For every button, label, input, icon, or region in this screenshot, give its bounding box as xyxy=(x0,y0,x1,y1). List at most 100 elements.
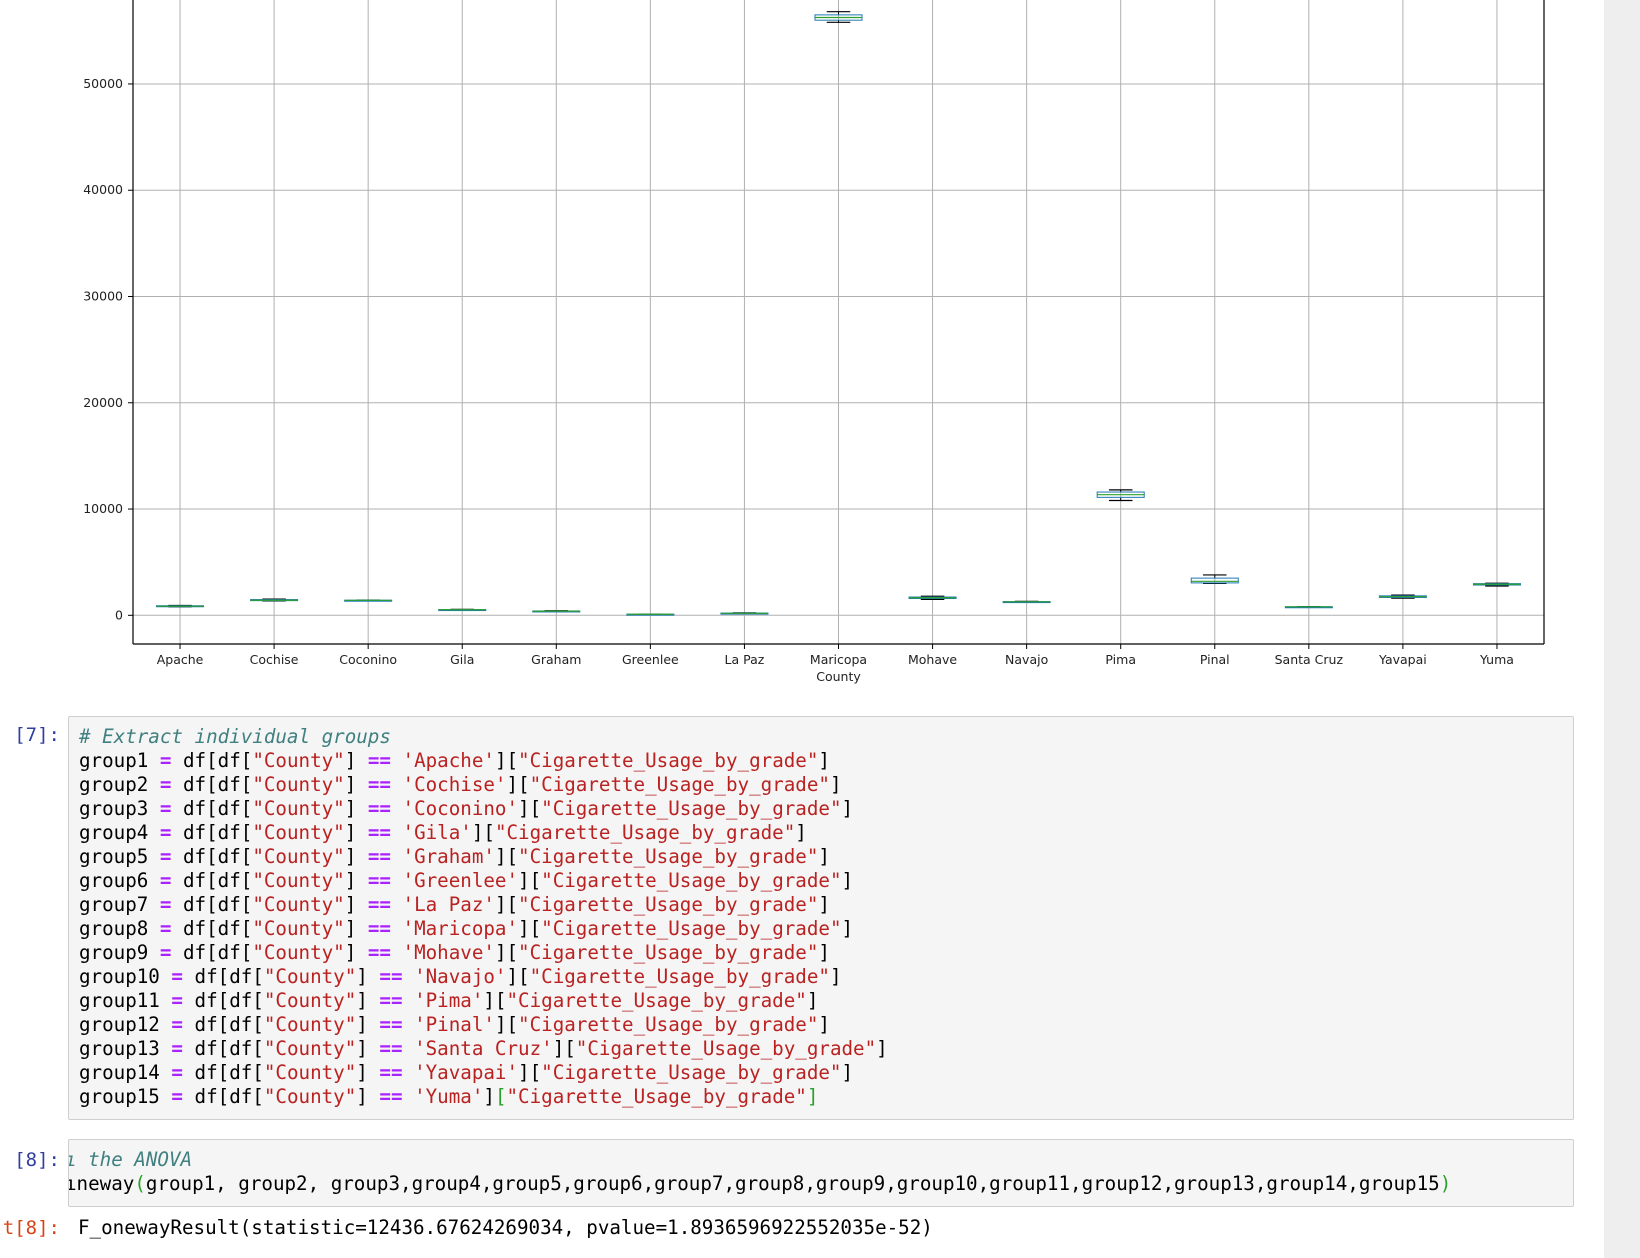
box-6 xyxy=(720,612,769,615)
code-token: ] xyxy=(818,941,830,964)
code-token: ] xyxy=(356,965,380,988)
code-token: ] xyxy=(356,1013,380,1036)
cell7-line: group12 = df[df["County"] == 'Pinal']["C… xyxy=(79,1013,888,1037)
code-token: df[df[ xyxy=(171,773,253,796)
code-token: ][ xyxy=(506,965,530,988)
code-token: "Cigarette_Usage_by_grade" xyxy=(506,989,807,1012)
box-7 xyxy=(814,11,863,23)
code-token: group9 xyxy=(79,941,160,964)
x-tick-label: Greenlee xyxy=(622,652,679,667)
box-4 xyxy=(532,610,581,613)
cell7-line: group8 = df[df["County"] == 'Maricopa'][… xyxy=(79,917,888,941)
code-token: "County" xyxy=(252,941,345,964)
cell7-line: group9 = df[df["County"] == 'Mohave']["C… xyxy=(79,941,888,965)
cell7-line: group11 = df[df["County"] == 'Pima']["Ci… xyxy=(79,989,888,1013)
y-tick-label: 20000 xyxy=(83,395,123,410)
code-token: group6 xyxy=(79,869,160,892)
cell8-line: ı the ANOVA xyxy=(69,1148,1451,1172)
box-5 xyxy=(626,613,675,616)
x-tick-label: Yavapai xyxy=(1378,652,1427,667)
code-token: ][ xyxy=(494,1013,519,1036)
code-token: ] xyxy=(876,1037,888,1060)
cell7-line: group7 = df[df["County"] == 'La Paz']["C… xyxy=(79,893,888,917)
scrollbar-track[interactable] xyxy=(1604,0,1640,1258)
code-token: = xyxy=(171,1085,183,1108)
code-token: ) xyxy=(1439,1172,1452,1195)
code-token: df[df[ xyxy=(171,749,253,772)
x-tick-label: La Paz xyxy=(725,652,765,667)
code-token: ] xyxy=(344,749,368,772)
code-token: df[df[ xyxy=(182,1013,264,1036)
code-token: = xyxy=(159,797,172,820)
cell7-line: group15 = df[df["County"] == 'Yuma']["Ci… xyxy=(79,1085,888,1109)
code-token: == xyxy=(379,1013,403,1036)
code-token: df[df[ xyxy=(171,917,253,940)
code-token: == xyxy=(379,1037,403,1060)
x-tick-label: County xyxy=(816,669,861,684)
cell7-line: group10 = df[df["County"] == 'Navajo']["… xyxy=(79,965,888,989)
code-token: == xyxy=(367,773,391,796)
code-token: ] xyxy=(344,893,368,916)
code-token: 'Pima' xyxy=(414,989,484,1012)
code-token: ] xyxy=(483,1085,495,1108)
code-token: 'Pinal' xyxy=(414,1013,495,1036)
y-tick-label: 40000 xyxy=(83,182,123,197)
code-token: ][ xyxy=(518,797,542,820)
cell-8-code-editor[interactable]: ı the ANOVA ıneway(group1, group2, group3… xyxy=(68,1139,1574,1207)
y-tick-label: 0 xyxy=(115,607,123,622)
code-token: ][ xyxy=(518,1061,542,1084)
box-12 xyxy=(1284,606,1333,609)
code-token xyxy=(391,749,403,772)
code-token xyxy=(391,797,403,820)
x-tick-label: Coconino xyxy=(339,652,397,667)
code-token: ] xyxy=(356,1085,380,1108)
code-token: ] xyxy=(344,917,368,940)
code-token xyxy=(403,1037,415,1060)
cell-7-code[interactable]: # Extract individual groups group1 = df[d… xyxy=(79,725,888,1109)
code-token: == xyxy=(379,989,403,1012)
code-token: ][ xyxy=(471,821,495,844)
code-token: == xyxy=(379,1085,403,1108)
code-token: "Cigarette_Usage_by_grade" xyxy=(518,1013,819,1036)
code-token: ] xyxy=(841,917,854,940)
code-token xyxy=(391,821,403,844)
code-token: "County" xyxy=(263,1013,357,1036)
code-token: ] xyxy=(841,1061,854,1084)
cell-7-code-editor[interactable]: # Extract individual groups group1 = df[d… xyxy=(68,716,1574,1120)
code-token: ıneway xyxy=(68,1172,135,1195)
code-token: = xyxy=(171,1013,183,1036)
code-token: group15 xyxy=(79,1085,172,1108)
code-token: group10 xyxy=(79,965,172,988)
code-token: ] xyxy=(344,821,368,844)
code-token xyxy=(403,965,415,988)
code-token: ][ xyxy=(506,773,530,796)
code-token xyxy=(403,1085,415,1108)
cell-8-code[interactable]: ı the ANOVA ıneway(group1, group2, group3… xyxy=(68,1148,1452,1196)
code-token: group13 xyxy=(79,1037,172,1060)
code-token: ] xyxy=(356,1061,380,1084)
code-token: ] xyxy=(829,965,842,988)
code-token: = xyxy=(159,773,172,796)
x-tick-label: Gila xyxy=(450,652,474,667)
code-token: df[df[ xyxy=(182,989,264,1012)
code-token: ][ xyxy=(518,869,542,892)
cell7-line: group2 = df[df["County"] == 'Cochise']["… xyxy=(79,773,888,797)
code-token: "Cigarette_Usage_by_grade" xyxy=(575,1037,877,1060)
cell7-line: group1 = df[df["County"] == 'Apache']["C… xyxy=(79,749,888,773)
code-token: "County" xyxy=(252,893,345,916)
code-token: "County" xyxy=(263,1085,357,1108)
x-tick-label: Yuma xyxy=(1479,652,1514,667)
code-token: "Cigarette_Usage_by_grade" xyxy=(494,821,796,844)
code-token: 'Mohave' xyxy=(402,941,495,964)
code-token: "County" xyxy=(263,989,357,1012)
cell7-line: group13 = df[df["County"] == 'Santa Cruz… xyxy=(79,1037,888,1061)
code-token: 'Maricopa' xyxy=(402,917,519,940)
code-token: = xyxy=(159,917,172,940)
code-token: "Cigarette_Usage_by_grade" xyxy=(541,869,842,892)
x-tick-label: Cochise xyxy=(250,652,299,667)
code-token: "County" xyxy=(252,749,345,772)
code-token: ] xyxy=(344,845,368,868)
x-tick-label: Navajo xyxy=(1005,652,1048,667)
code-token: "Cigarette_Usage_by_grade" xyxy=(518,845,819,868)
cell7-line: group3 = df[df["County"] == 'Coconino'][… xyxy=(79,797,888,821)
